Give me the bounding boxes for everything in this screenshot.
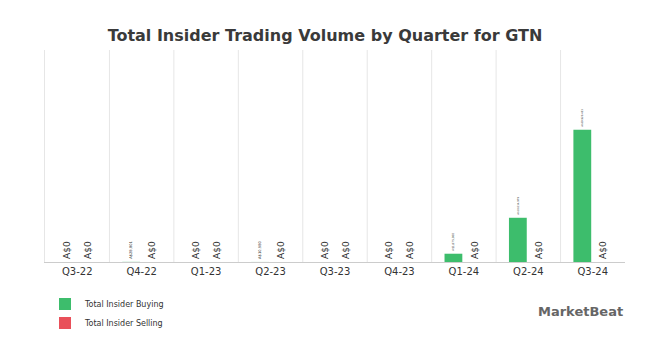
svg-text:Total Insider Selling: Total Insider Selling <box>84 319 163 328</box>
svg-text:Q1-24: Q1-24 <box>449 266 480 277</box>
svg-text:A$1,875,000: A$1,875,000 <box>451 233 455 251</box>
svg-text:A$29,920,453: A$29,920,453 <box>581 109 584 127</box>
svg-text:A$0: A$0 <box>276 241 286 259</box>
svg-text:Q2-24: Q2-24 <box>513 266 544 277</box>
svg-text:A$0: A$0 <box>534 241 544 259</box>
svg-text:A$0: A$0 <box>320 241 330 259</box>
svg-text:Q4-23: Q4-23 <box>384 266 415 277</box>
svg-text:A$0: A$0 <box>62 241 72 259</box>
svg-text:Q1-23: Q1-23 <box>191 266 222 277</box>
svg-text:Q4-22: Q4-22 <box>126 266 157 277</box>
svg-text:A$0: A$0 <box>405 241 415 259</box>
svg-text:Q3-24: Q3-24 <box>577 266 608 277</box>
svg-text:A$0: A$0 <box>598 241 608 259</box>
svg-text:A$0: A$0 <box>341 241 351 259</box>
svg-text:A$28,801: A$28,801 <box>129 241 133 259</box>
svg-text:A$0: A$0 <box>212 241 222 259</box>
svg-text:A$0: A$0 <box>147 241 157 259</box>
svg-text:MarketBeat: MarketBeat <box>538 304 623 319</box>
svg-text:Q3-23: Q3-23 <box>320 266 351 277</box>
svg-text:A$0: A$0 <box>384 241 394 259</box>
svg-text:Total Insider Buying: Total Insider Buying <box>84 300 164 309</box>
svg-text:A$0: A$0 <box>470 241 480 259</box>
svg-text:A$10,014,979: A$10,014,979 <box>517 197 520 215</box>
svg-text:A$10,980: A$10,980 <box>258 241 262 259</box>
svg-text:A$0: A$0 <box>83 241 93 259</box>
svg-text:Q3-22: Q3-22 <box>62 266 93 277</box>
svg-text:Total Insider Trading Volume b: Total Insider Trading Volume by Quarter … <box>108 26 543 45</box>
svg-text:A$0: A$0 <box>191 241 201 259</box>
svg-text:Q2-23: Q2-23 <box>255 266 286 277</box>
